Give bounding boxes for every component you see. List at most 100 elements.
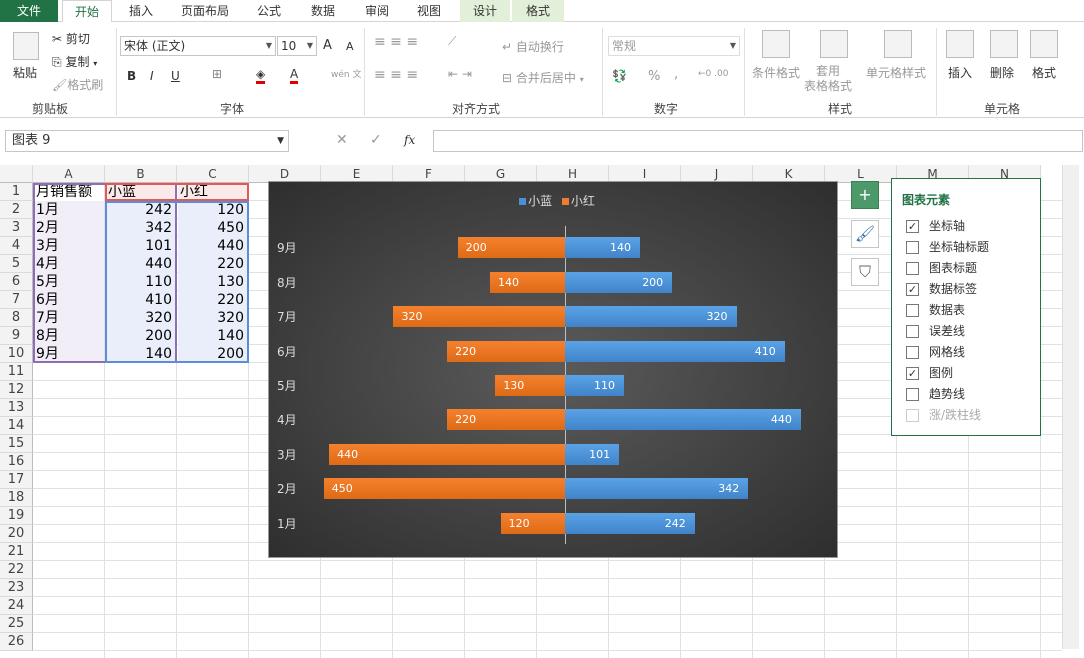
- font-name-select[interactable]: 宋体 (正文) ▼: [120, 36, 276, 56]
- phonetic-button[interactable]: wén 文: [331, 70, 362, 80]
- data-label-blue[interactable]: 110: [593, 379, 615, 392]
- font-size-select[interactable]: 10 ▼: [277, 36, 317, 56]
- data-label-blue[interactable]: 200: [642, 275, 664, 289]
- copy-button[interactable]: ⎘ 复制 ▾: [52, 55, 98, 69]
- bar-orange[interactable]: [457, 237, 565, 259]
- row-header-13[interactable]: 13: [0, 399, 33, 417]
- chart-element-option[interactable]: ✓ 坐标轴: [906, 217, 965, 234]
- data-label-orange[interactable]: 220: [455, 413, 477, 427]
- tab-design[interactable]: 设计: [460, 0, 510, 22]
- paste-button[interactable]: 粘贴: [13, 66, 38, 80]
- table-header-cell[interactable]: 月销售额: [34, 183, 104, 201]
- checkbox[interactable]: ✓: [906, 220, 919, 233]
- row-header-17[interactable]: 17: [0, 471, 33, 489]
- number-format-select[interactable]: 常规 ▼: [608, 36, 740, 56]
- bar-blue[interactable]: [565, 271, 673, 293]
- checkbox[interactable]: ✓: [906, 283, 919, 296]
- checkbox[interactable]: [906, 304, 919, 317]
- row-header-3[interactable]: 3: [0, 219, 33, 237]
- bar-orange[interactable]: [500, 512, 565, 534]
- orientation-icon[interactable]: ⟋: [448, 34, 457, 48]
- font-color-icon[interactable]: A: [290, 67, 299, 84]
- bar-blue[interactable]: [565, 375, 624, 396]
- tab-view[interactable]: 视图: [416, 4, 441, 18]
- cancel-icon[interactable]: ✕: [336, 132, 348, 148]
- table-header-cell[interactable]: 小红: [178, 183, 248, 201]
- conditional-format-icon[interactable]: [762, 30, 790, 58]
- percent-button[interactable]: %: [648, 69, 661, 84]
- table-cell[interactable]: 220: [178, 291, 248, 309]
- cut-button[interactable]: ✂ 剪切: [52, 30, 90, 47]
- grow-font-button[interactable]: A: [323, 38, 332, 53]
- row-header-16[interactable]: 16: [0, 453, 33, 471]
- chart-element-option[interactable]: 误差线: [906, 322, 965, 339]
- column-header-b[interactable]: B: [105, 165, 177, 183]
- bar-orange[interactable]: [447, 409, 565, 431]
- bar-orange[interactable]: [329, 443, 565, 465]
- data-label-orange[interactable]: 320: [401, 310, 423, 324]
- bar-blue[interactable]: [565, 512, 695, 534]
- checkbox[interactable]: [906, 241, 919, 254]
- table-cell[interactable]: 101: [106, 237, 176, 255]
- indent-icon[interactable]: ⇤ ⇥: [448, 67, 472, 81]
- table-cell[interactable]: 130: [178, 273, 248, 291]
- table-cell[interactable]: 320: [178, 309, 248, 327]
- chart-elements-button[interactable]: +: [851, 181, 879, 209]
- table-format-button[interactable]: 套用 表格格式: [804, 64, 853, 93]
- row-header-11[interactable]: 11: [0, 363, 33, 381]
- table-cell[interactable]: 200: [106, 327, 176, 345]
- data-label-orange[interactable]: 200: [465, 241, 487, 255]
- table-cell[interactable]: 8月: [34, 327, 104, 345]
- tab-formulas[interactable]: 公式: [256, 4, 281, 18]
- currency-icon[interactable]: 💱: [612, 69, 627, 83]
- row-header-2[interactable]: 2: [0, 201, 33, 219]
- tab-data[interactable]: 数据: [310, 4, 335, 18]
- chart-element-option[interactable]: ✓ 数据标签: [906, 280, 977, 297]
- delete-cells-button[interactable]: 删除: [990, 66, 1015, 80]
- table-cell[interactable]: 1月: [34, 201, 104, 219]
- format-painter-button[interactable]: 🖌格式刷: [52, 76, 103, 93]
- delete-cells-icon[interactable]: [990, 30, 1018, 58]
- table-cell[interactable]: 440: [178, 237, 248, 255]
- row-header-4[interactable]: 4: [0, 237, 33, 255]
- row-header-9[interactable]: 9: [0, 327, 33, 345]
- butterfly-bar-chart[interactable]: 小蓝 小红 140 200 9月 200 140 8月 320 320 7月 410 220 6月 11…: [268, 181, 838, 558]
- chart-element-option[interactable]: 趋势线: [906, 385, 965, 402]
- tab-page-layout[interactable]: 页面布局: [180, 4, 229, 18]
- comma-button[interactable]: ,: [674, 67, 679, 82]
- row-header-20[interactable]: 20: [0, 525, 33, 543]
- row-header-10[interactable]: 10: [0, 345, 33, 363]
- data-label-blue[interactable]: 410: [754, 344, 776, 358]
- decimal-icon[interactable]: ←0 .00: [698, 69, 729, 79]
- data-label-blue[interactable]: 242: [664, 516, 686, 530]
- row-header-1[interactable]: 1: [0, 183, 33, 201]
- chart-element-option[interactable]: 网格线: [906, 343, 965, 360]
- data-label-orange[interactable]: 140: [497, 275, 519, 289]
- chart-element-option[interactable]: 数据表: [906, 301, 965, 318]
- data-label-blue[interactable]: 320: [706, 310, 728, 324]
- table-cell[interactable]: 4月: [34, 255, 104, 273]
- data-label-blue[interactable]: 440: [770, 413, 792, 427]
- row-header-14[interactable]: 14: [0, 417, 33, 435]
- paste-icon[interactable]: [13, 32, 39, 60]
- row-header-22[interactable]: 22: [0, 561, 33, 579]
- bar-orange[interactable]: [489, 271, 565, 293]
- tab-review[interactable]: 审阅: [364, 4, 389, 18]
- table-cell[interactable]: 200: [178, 345, 248, 363]
- merge-center-button[interactable]: ⊟ 合并后居中 ▾: [502, 71, 584, 85]
- tab-file[interactable]: 文件: [0, 0, 58, 22]
- chart-element-option[interactable]: ✓ 图例: [906, 364, 953, 381]
- row-header-12[interactable]: 12: [0, 381, 33, 399]
- data-label-orange[interactable]: 440: [337, 447, 359, 461]
- checkbox[interactable]: ✓: [906, 367, 919, 380]
- checkbox[interactable]: [906, 262, 919, 275]
- conditional-format-button[interactable]: 条件格式: [752, 66, 801, 80]
- bar-orange[interactable]: [393, 306, 565, 328]
- checkbox[interactable]: [906, 388, 919, 401]
- bar-blue[interactable]: [565, 409, 801, 431]
- row-header-7[interactable]: 7: [0, 291, 33, 309]
- table-cell[interactable]: 140: [178, 327, 248, 345]
- table-cell[interactable]: 242: [106, 201, 176, 219]
- tab-insert[interactable]: 插入: [128, 4, 153, 18]
- format-cells-button[interactable]: 格式: [1032, 66, 1057, 80]
